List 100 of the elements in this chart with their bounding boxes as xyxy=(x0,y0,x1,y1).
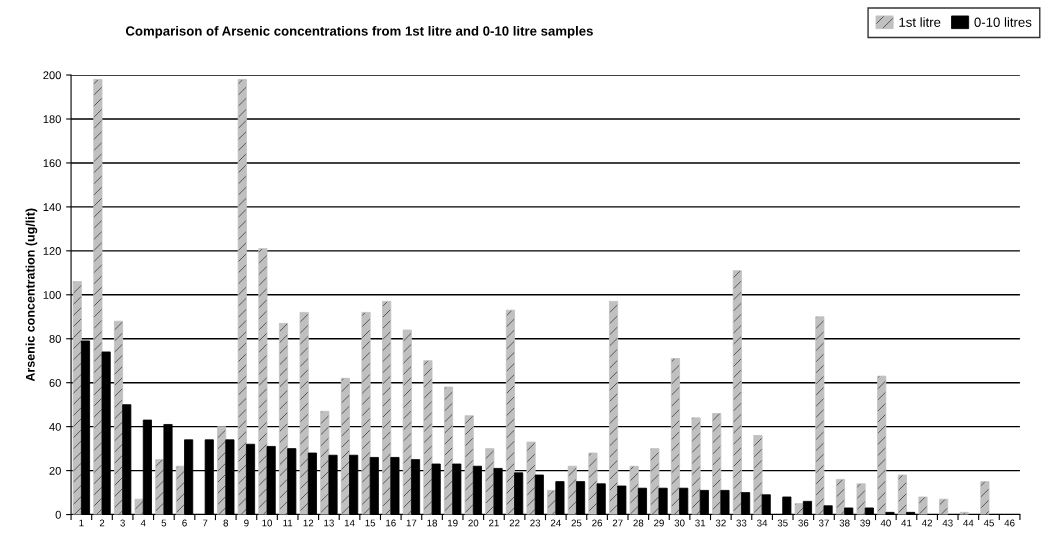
x-tick-label: 22 xyxy=(509,519,520,527)
x-tick-label: 29 xyxy=(654,519,664,527)
bar xyxy=(844,507,854,515)
chart-title: Comparison of Arsenic concentrations from 1st litre and 0-10 litre samples xyxy=(125,26,593,39)
y-tick-label: 60 xyxy=(49,378,61,387)
y-tick-label: 80 xyxy=(49,335,61,343)
bar xyxy=(258,248,268,515)
bar xyxy=(699,489,709,515)
x-tick-label: 5 xyxy=(161,519,167,527)
bar xyxy=(444,386,454,515)
bar xyxy=(741,492,751,515)
bar xyxy=(526,441,536,515)
x-tick-label: 28 xyxy=(633,519,644,527)
bar xyxy=(877,375,887,515)
x-tick-label: 24 xyxy=(550,519,561,527)
bar xyxy=(609,300,619,515)
x-tick-label: 11 xyxy=(283,519,293,527)
x-tick-label: 34 xyxy=(757,519,768,527)
bar xyxy=(802,500,812,515)
bar xyxy=(588,452,598,515)
x-tick-label: 20 xyxy=(468,519,479,527)
x-tick-label: 27 xyxy=(612,519,623,527)
bar xyxy=(596,483,606,515)
bar xyxy=(856,483,866,515)
bar xyxy=(555,481,565,515)
y-tick-label: 140 xyxy=(43,203,61,212)
x-tick-label: 7 xyxy=(202,519,208,527)
bar xyxy=(691,417,701,515)
bar xyxy=(794,503,804,515)
x-tick-label: 32 xyxy=(715,519,726,527)
x-tick-label: 25 xyxy=(571,519,582,527)
bar xyxy=(340,377,350,515)
x-tick-label: 36 xyxy=(798,519,809,527)
x-tick-label: 21 xyxy=(489,519,499,527)
bar xyxy=(815,316,825,515)
x-tick-label: 12 xyxy=(303,519,314,527)
bar xyxy=(823,505,833,515)
y-tick-label: 20 xyxy=(49,466,61,475)
x-tick-label: 23 xyxy=(530,519,541,527)
x-tick-label: 3 xyxy=(120,519,125,527)
bar xyxy=(670,358,680,515)
x-tick-label: 2 xyxy=(99,519,105,527)
bar xyxy=(113,320,124,515)
x-tick-label: 44 xyxy=(963,519,974,527)
bar xyxy=(278,322,289,515)
x-tick-label: 40 xyxy=(880,519,891,527)
y-axis-title: Arsenic concentration (ug/lit) xyxy=(25,208,38,382)
bar xyxy=(629,465,639,515)
bar xyxy=(423,360,433,515)
x-tick-label: 1 xyxy=(79,519,84,527)
x-tick-label: 37 xyxy=(818,519,829,527)
y-tick-label: 120 xyxy=(43,247,61,255)
bar xyxy=(320,410,330,515)
bar xyxy=(237,79,247,515)
bar xyxy=(782,496,792,515)
x-tick-label: 33 xyxy=(736,519,747,527)
x-tick-label: 4 xyxy=(140,519,146,527)
x-tick-label: 9 xyxy=(244,519,249,527)
bar xyxy=(567,465,577,515)
x-tick-label: 18 xyxy=(427,519,438,527)
x-tick-label: 8 xyxy=(223,519,229,527)
bar xyxy=(576,481,586,515)
bar xyxy=(658,487,668,515)
bar xyxy=(72,281,82,515)
bar xyxy=(93,79,103,515)
bar xyxy=(505,309,515,515)
x-tick-label: 13 xyxy=(324,519,334,527)
x-tick-label: 6 xyxy=(182,519,187,527)
x-tick-label: 45 xyxy=(983,519,994,527)
x-tick-label: 10 xyxy=(262,519,273,527)
bar xyxy=(650,448,660,515)
bar xyxy=(485,448,495,515)
bar xyxy=(464,415,474,515)
bar xyxy=(753,435,763,515)
y-tick-label: 200 xyxy=(43,71,61,80)
y-tick-label: 0 xyxy=(55,510,61,519)
x-tick-label: 39 xyxy=(860,519,871,527)
legend-label: 0-10 litres xyxy=(974,17,1032,27)
x-tick-label: 38 xyxy=(839,519,850,527)
bar xyxy=(939,498,949,515)
x-tick-label: 43 xyxy=(942,519,953,527)
x-tick-label: 46 xyxy=(1004,519,1015,527)
bar xyxy=(534,474,544,515)
bar xyxy=(980,481,990,515)
bar xyxy=(732,270,742,515)
x-tick-label: 15 xyxy=(365,519,376,527)
y-tick-label: 40 xyxy=(49,422,61,431)
bar xyxy=(382,300,392,515)
bar xyxy=(897,474,907,515)
y-tick-label: 160 xyxy=(43,159,61,168)
x-tick-label: 19 xyxy=(448,519,458,527)
x-tick-label: 35 xyxy=(777,519,788,527)
y-tick-label: 180 xyxy=(43,115,61,124)
x-tick-label: 42 xyxy=(921,519,933,527)
bar xyxy=(720,489,730,515)
y-tick-label: 100 xyxy=(43,291,61,299)
x-tick-label: 16 xyxy=(386,519,396,527)
bar xyxy=(918,496,928,515)
bar xyxy=(712,413,722,515)
legend-label: 1st litre xyxy=(899,17,941,27)
